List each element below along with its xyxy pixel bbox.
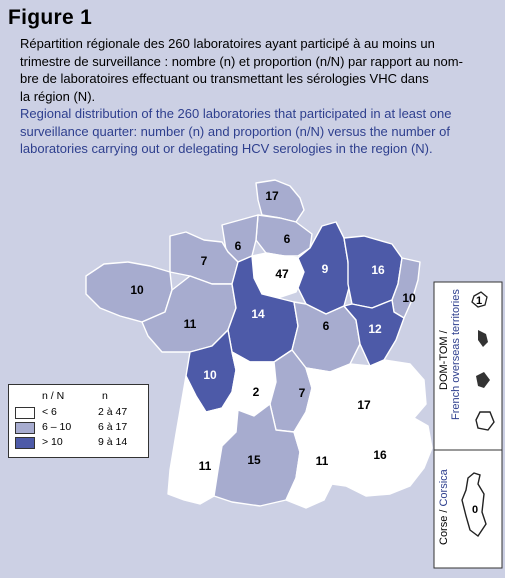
caption-en-line: laboratories carrying out or delegating …: [20, 141, 433, 156]
legend-range: 6 à 17: [98, 421, 128, 433]
region-picardie: [255, 214, 313, 257]
legend-header-n: n: [102, 390, 108, 402]
guyane-icon: [476, 372, 490, 388]
caption-french: Répartition régionale des 260 laboratoir…: [20, 35, 490, 105]
domtom-label-fr: DOM-TOM /: [438, 329, 450, 390]
caption-en-line: surveillance quarter: number (n) and pro…: [20, 123, 450, 139]
domtom-value: 1: [476, 295, 482, 307]
region-paca: [321, 417, 433, 497]
legend-ratio: < 6: [42, 406, 57, 418]
legend-swatch: [15, 407, 35, 419]
map-legend: n / N n < 6 2 à 47 6 – 10 6 à 17 > 10 9 …: [8, 384, 149, 458]
corse-label: Corse / Corsica: [438, 468, 450, 545]
legend-ratio: > 10: [42, 436, 63, 448]
region-value-ile-de-france: 47: [275, 267, 289, 281]
region-bourgogne: [291, 301, 361, 373]
region-value-bretagne: 10: [130, 283, 144, 297]
region-value-champagne-ardenne: 9: [322, 262, 329, 276]
corse-label-fr: Corse /: [438, 509, 450, 545]
region-value-pays-de-la-loire: 11: [184, 317, 197, 331]
region-value-languedoc-roussillon: 11: [316, 454, 329, 468]
corsica-icon: [461, 472, 487, 538]
region-value-auvergne: 7: [299, 386, 306, 400]
region-value-paca: 16: [373, 448, 387, 462]
martinique-icon: [478, 330, 488, 347]
caption-fr-line: trimestre de surveillance : nombre (n) e…: [20, 53, 463, 69]
corse-value: 0: [472, 504, 478, 516]
reunion-icon: [475, 411, 495, 431]
guadeloupe-icon: [471, 291, 488, 308]
domtom-label-en: French overseas territories: [450, 289, 462, 420]
region-value-bourgogne: 6: [323, 319, 330, 333]
region-value-limousin: 2: [253, 385, 260, 399]
region-value-basse-normandie: 7: [201, 254, 208, 268]
region-value-haute-normandie: 6: [235, 239, 242, 253]
caption-fr-line: la région (N).: [20, 88, 96, 104]
region-value-labels: 17 6 6 7 10 47 9 16 10 11 14 6 12 10 2 7 17 11 15 11 16: [130, 189, 416, 473]
legend-swatch: [15, 437, 35, 449]
region-bretagne: [85, 261, 173, 323]
legend-range: 2 à 47: [98, 406, 128, 418]
region-value-alsace: 10: [402, 291, 416, 305]
region-value-franche-comte: 12: [368, 322, 382, 336]
region-value-lorraine: 16: [371, 263, 385, 277]
caption-fr-line: bre de laboratoires effectuant ou transm…: [20, 71, 429, 86]
region-value-centre: 14: [251, 307, 265, 321]
region-nord-pas-de-calais: [255, 179, 305, 223]
figure-title: Figure 1: [8, 6, 93, 29]
caption-en-line: Regional distribution of the 260 laborat…: [20, 106, 452, 121]
legend-row: > 10 9 à 14: [15, 436, 143, 449]
region-value-midi-pyrenees: 15: [247, 453, 261, 467]
legend-row: < 6 2 à 47: [15, 406, 143, 419]
corse-label-en: Corsica: [438, 468, 450, 506]
legend-range: 9 à 14: [98, 436, 128, 448]
corse-inset: Corse / Corsica 0: [433, 449, 503, 569]
region-value-rhone-alpes: 17: [357, 398, 371, 412]
caption-fr-line: Répartition régionale des 260 laboratoir…: [20, 36, 435, 51]
region-franche-comte: [343, 299, 405, 367]
legend-ratio: 6 – 10: [42, 421, 72, 433]
legend-header-ratio: n / N: [42, 390, 65, 402]
region-value-picardie: 6: [284, 232, 291, 246]
legend-swatch: [15, 422, 35, 434]
region-value-poitou-charentes: 10: [203, 368, 217, 382]
domtom-inset: DOM-TOM / French overseas territories 1: [433, 281, 503, 451]
caption-english: Regional distribution of the 260 laborat…: [20, 105, 490, 158]
region-value-aquitaine: 11: [199, 459, 212, 473]
legend-row: 6 – 10 6 à 17: [15, 421, 143, 434]
region-value-nord-pas-de-calais: 17: [265, 189, 279, 203]
